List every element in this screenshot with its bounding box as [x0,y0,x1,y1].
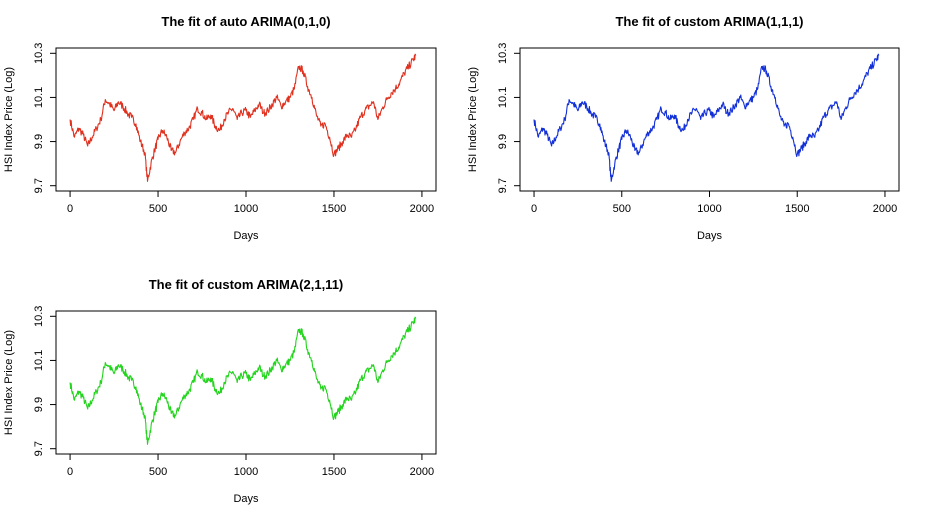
y-tick-label: 10.1 [497,87,509,108]
x-axis-label: Days [233,493,259,505]
plot-frame [519,47,900,192]
y-tick-label: 10.3 [33,306,45,327]
x-tick-label: 0 [531,203,537,215]
x-tick-label: 2000 [873,203,897,215]
x-tick-label: 1500 [322,203,346,215]
x-tick-label: 500 [149,203,167,215]
x-tick-label: 1000 [697,203,721,215]
series-line-1 [69,53,417,182]
x-axis-label: Days [697,230,723,242]
y-tick-label: 9.7 [33,441,45,456]
x-tick-label: 500 [613,203,631,215]
chart-panel-2: The fit of custom ARIMA(1,1,1) 0 500 1000 15… [467,14,900,242]
chart-title: The fit of custom ARIMA(1,1,1) [615,14,803,29]
y-tick-label: 10.1 [33,350,45,371]
y-tick-label: 9.7 [33,178,45,193]
plot-frame [55,47,437,192]
x-tick-label: 500 [149,466,167,478]
plot-frame [55,310,437,455]
series-line-1 [533,53,880,182]
x-tick-label: 1500 [322,466,346,478]
x-axis-label: Days [233,230,259,242]
y-axis-label: HSI Index Price (Log) [467,67,479,172]
chart-panel-1: The fit of auto ARIMA(0,1,0) 0 500 1000 1500… [3,14,437,242]
x-tick-label: 1000 [234,466,258,478]
y-tick-label: 9.9 [497,134,509,149]
y-tick-label: 9.9 [33,134,45,149]
x-tick-label: 1000 [234,203,258,215]
y-axis-label: HSI Index Price (Log) [3,330,15,435]
series-line-1 [69,316,417,445]
y-tick-label: 10.1 [33,87,45,108]
x-tick-label: 0 [67,466,73,478]
chart-title: The fit of custom ARIMA(2,1,11) [149,277,344,292]
chart-title: The fit of auto ARIMA(0,1,0) [161,14,330,29]
x-tick-label: 1500 [785,203,809,215]
y-tick-label: 9.9 [33,397,45,412]
chart-panel-3: The fit of custom ARIMA(2,1,11) 0 500 1000 1… [3,277,437,505]
y-tick-label: 9.7 [497,178,509,193]
y-axis-label: HSI Index Price (Log) [3,67,15,172]
x-tick-label: 0 [67,203,73,215]
y-tick-label: 10.3 [497,43,509,64]
x-tick-label: 2000 [410,466,434,478]
y-tick-label: 10.3 [33,43,45,64]
x-tick-label: 2000 [410,203,434,215]
